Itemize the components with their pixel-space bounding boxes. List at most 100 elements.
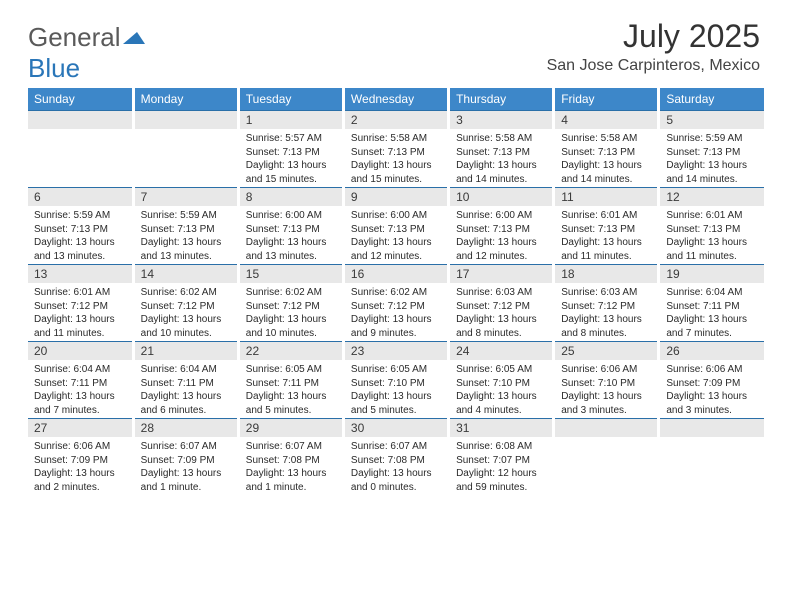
day-number: 20 <box>28 342 132 360</box>
day-number: 13 <box>28 265 132 283</box>
day-number: 10 <box>450 188 552 206</box>
weekday-header: Wednesday <box>343 88 448 111</box>
calendar-week-row: 13Sunrise: 6:01 AMSunset: 7:12 PMDayligh… <box>28 265 764 342</box>
day-details: Sunrise: 6:04 AMSunset: 7:11 PMDaylight:… <box>28 360 132 418</box>
day-details: Sunrise: 5:58 AMSunset: 7:13 PMDaylight:… <box>450 129 552 187</box>
day-number <box>660 419 764 437</box>
day-number: 16 <box>345 265 447 283</box>
weekday-header: Thursday <box>449 88 554 111</box>
day-number: 28 <box>135 419 237 437</box>
calendar-day-cell: 20Sunrise: 6:04 AMSunset: 7:11 PMDayligh… <box>28 342 133 419</box>
day-details: Sunrise: 6:06 AMSunset: 7:10 PMDaylight:… <box>555 360 657 418</box>
calendar-day-cell: 3Sunrise: 5:58 AMSunset: 7:13 PMDaylight… <box>449 111 554 188</box>
logo: General Blue <box>28 22 145 84</box>
day-details: Sunrise: 6:04 AMSunset: 7:11 PMDaylight:… <box>660 283 764 341</box>
day-number: 12 <box>660 188 764 206</box>
calendar-day-cell: 30Sunrise: 6:07 AMSunset: 7:08 PMDayligh… <box>343 419 448 496</box>
day-details: Sunrise: 6:01 AMSunset: 7:13 PMDaylight:… <box>660 206 764 264</box>
day-number: 19 <box>660 265 764 283</box>
day-details: Sunrise: 6:00 AMSunset: 7:13 PMDaylight:… <box>240 206 342 264</box>
calendar-day-cell: 12Sunrise: 6:01 AMSunset: 7:13 PMDayligh… <box>659 188 764 265</box>
day-number: 2 <box>345 111 447 129</box>
calendar-day-cell: 31Sunrise: 6:08 AMSunset: 7:07 PMDayligh… <box>449 419 554 496</box>
calendar-day-cell: 4Sunrise: 5:58 AMSunset: 7:13 PMDaylight… <box>554 111 659 188</box>
day-number <box>135 111 237 129</box>
day-details <box>660 437 764 495</box>
calendar-day-cell: 24Sunrise: 6:05 AMSunset: 7:10 PMDayligh… <box>449 342 554 419</box>
day-details: Sunrise: 5:58 AMSunset: 7:13 PMDaylight:… <box>555 129 657 187</box>
weekday-header: Monday <box>133 88 238 111</box>
calendar-day-cell: 7Sunrise: 5:59 AMSunset: 7:13 PMDaylight… <box>133 188 238 265</box>
weekday-header: Saturday <box>659 88 764 111</box>
day-details: Sunrise: 6:04 AMSunset: 7:11 PMDaylight:… <box>135 360 237 418</box>
header-right: July 2025 San Jose Carpinteros, Mexico <box>547 18 760 75</box>
calendar-day-cell: 22Sunrise: 6:05 AMSunset: 7:11 PMDayligh… <box>238 342 343 419</box>
calendar-day-cell: 19Sunrise: 6:04 AMSunset: 7:11 PMDayligh… <box>659 265 764 342</box>
calendar-day-cell: 23Sunrise: 6:05 AMSunset: 7:10 PMDayligh… <box>343 342 448 419</box>
day-number: 1 <box>240 111 342 129</box>
day-details: Sunrise: 6:07 AMSunset: 7:09 PMDaylight:… <box>135 437 237 495</box>
day-number: 29 <box>240 419 342 437</box>
day-number: 4 <box>555 111 657 129</box>
day-number: 30 <box>345 419 447 437</box>
day-number: 15 <box>240 265 342 283</box>
calendar-day-cell <box>659 419 764 496</box>
calendar-day-cell: 16Sunrise: 6:02 AMSunset: 7:12 PMDayligh… <box>343 265 448 342</box>
calendar-day-cell: 5Sunrise: 5:59 AMSunset: 7:13 PMDaylight… <box>659 111 764 188</box>
day-number: 18 <box>555 265 657 283</box>
calendar-day-cell: 13Sunrise: 6:01 AMSunset: 7:12 PMDayligh… <box>28 265 133 342</box>
day-number <box>555 419 657 437</box>
calendar-day-cell: 14Sunrise: 6:02 AMSunset: 7:12 PMDayligh… <box>133 265 238 342</box>
calendar-week-row: 6Sunrise: 5:59 AMSunset: 7:13 PMDaylight… <box>28 188 764 265</box>
day-number: 11 <box>555 188 657 206</box>
day-number: 23 <box>345 342 447 360</box>
calendar-day-cell: 9Sunrise: 6:00 AMSunset: 7:13 PMDaylight… <box>343 188 448 265</box>
day-details: Sunrise: 5:58 AMSunset: 7:13 PMDaylight:… <box>345 129 447 187</box>
day-details: Sunrise: 6:08 AMSunset: 7:07 PMDaylight:… <box>450 437 552 495</box>
day-number: 22 <box>240 342 342 360</box>
calendar-day-cell: 8Sunrise: 6:00 AMSunset: 7:13 PMDaylight… <box>238 188 343 265</box>
calendar-day-cell: 15Sunrise: 6:02 AMSunset: 7:12 PMDayligh… <box>238 265 343 342</box>
day-number: 9 <box>345 188 447 206</box>
day-number: 7 <box>135 188 237 206</box>
day-details: Sunrise: 6:06 AMSunset: 7:09 PMDaylight:… <box>660 360 764 418</box>
day-details: Sunrise: 5:57 AMSunset: 7:13 PMDaylight:… <box>240 129 342 187</box>
day-number: 21 <box>135 342 237 360</box>
weekday-header: Sunday <box>28 88 133 111</box>
calendar-week-row: 27Sunrise: 6:06 AMSunset: 7:09 PMDayligh… <box>28 419 764 496</box>
calendar-day-cell: 2Sunrise: 5:58 AMSunset: 7:13 PMDaylight… <box>343 111 448 188</box>
day-details <box>135 129 237 187</box>
calendar-day-cell: 6Sunrise: 5:59 AMSunset: 7:13 PMDaylight… <box>28 188 133 265</box>
calendar-day-cell: 1Sunrise: 5:57 AMSunset: 7:13 PMDaylight… <box>238 111 343 188</box>
weekday-header-row: Sunday Monday Tuesday Wednesday Thursday… <box>28 88 764 111</box>
day-number: 31 <box>450 419 552 437</box>
location-label: San Jose Carpinteros, Mexico <box>547 57 760 75</box>
calendar-day-cell <box>133 111 238 188</box>
calendar-day-cell: 17Sunrise: 6:03 AMSunset: 7:12 PMDayligh… <box>449 265 554 342</box>
weekday-header: Friday <box>554 88 659 111</box>
day-number: 6 <box>28 188 132 206</box>
calendar-day-cell: 11Sunrise: 6:01 AMSunset: 7:13 PMDayligh… <box>554 188 659 265</box>
day-details: Sunrise: 6:05 AMSunset: 7:10 PMDaylight:… <box>345 360 447 418</box>
day-number: 24 <box>450 342 552 360</box>
day-number: 25 <box>555 342 657 360</box>
logo-triangle-icon <box>123 22 145 53</box>
day-details: Sunrise: 5:59 AMSunset: 7:13 PMDaylight:… <box>660 129 764 187</box>
day-details: Sunrise: 6:02 AMSunset: 7:12 PMDaylight:… <box>345 283 447 341</box>
day-details: Sunrise: 5:59 AMSunset: 7:13 PMDaylight:… <box>28 206 132 264</box>
page-title: July 2025 <box>547 18 760 55</box>
calendar-day-cell: 21Sunrise: 6:04 AMSunset: 7:11 PMDayligh… <box>133 342 238 419</box>
day-number: 17 <box>450 265 552 283</box>
calendar-day-cell <box>28 111 133 188</box>
calendar-day-cell <box>554 419 659 496</box>
day-details: Sunrise: 5:59 AMSunset: 7:13 PMDaylight:… <box>135 206 237 264</box>
day-details: Sunrise: 6:07 AMSunset: 7:08 PMDaylight:… <box>345 437 447 495</box>
day-number <box>28 111 132 129</box>
day-details <box>555 437 657 495</box>
calendar-day-cell: 26Sunrise: 6:06 AMSunset: 7:09 PMDayligh… <box>659 342 764 419</box>
calendar: Sunday Monday Tuesday Wednesday Thursday… <box>28 88 764 495</box>
day-details: Sunrise: 6:03 AMSunset: 7:12 PMDaylight:… <box>555 283 657 341</box>
day-details: Sunrise: 6:03 AMSunset: 7:12 PMDaylight:… <box>450 283 552 341</box>
day-details: Sunrise: 6:05 AMSunset: 7:11 PMDaylight:… <box>240 360 342 418</box>
calendar-day-cell: 29Sunrise: 6:07 AMSunset: 7:08 PMDayligh… <box>238 419 343 496</box>
